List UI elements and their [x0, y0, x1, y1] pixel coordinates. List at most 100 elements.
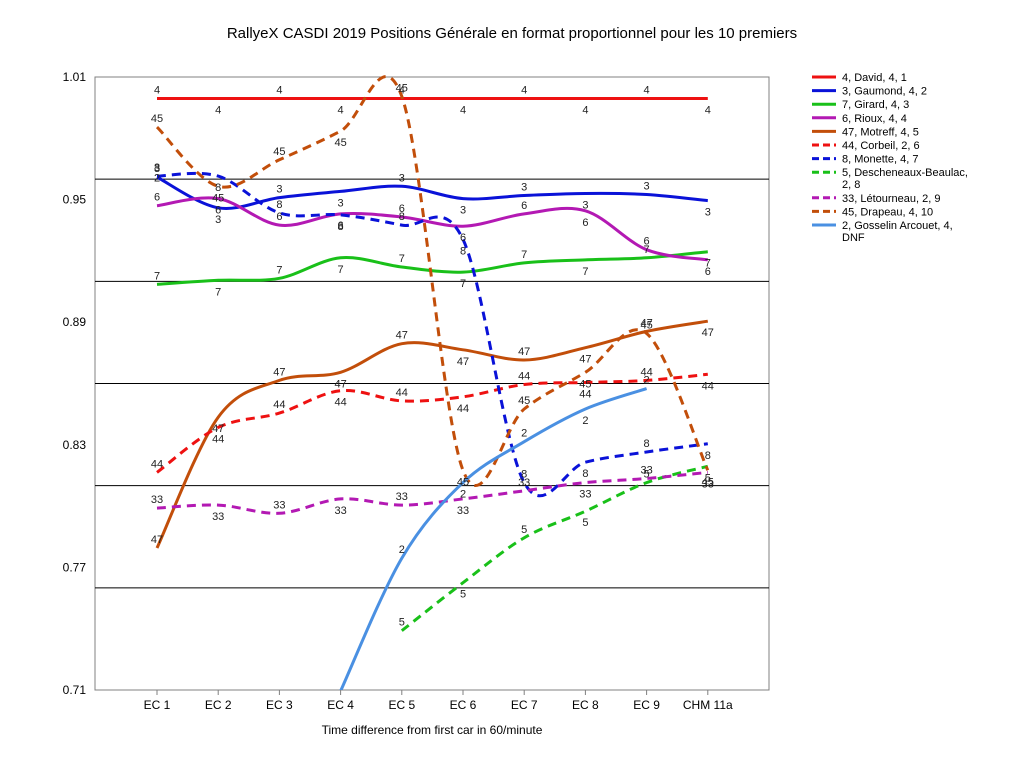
series-line [155, 75, 710, 488]
data-label: 4 [460, 104, 466, 116]
x-tick-label: EC 8 [572, 698, 599, 712]
data-label: 47 [640, 317, 652, 329]
data-label: 44 [151, 458, 163, 470]
data-label: 47 [273, 366, 285, 378]
data-label: 45 [457, 476, 469, 488]
series-line [156, 171, 708, 498]
legend-label: 45, Drapeau, 4, 10 [842, 206, 933, 218]
x-tick-label: EC 9 [633, 698, 660, 712]
data-label: 33 [334, 505, 346, 517]
y-tick-label: 1.01 [63, 70, 87, 84]
data-label: 4 [644, 84, 650, 96]
legend-label: 4, David, 4, 1 [842, 72, 907, 84]
legend-label: 47, Motreff, 4, 5 [842, 126, 919, 138]
data-label: 6 [215, 205, 221, 217]
data-label: 8 [705, 450, 711, 462]
data-label: 45 [702, 476, 714, 488]
data-label: 7 [215, 286, 221, 298]
data-label: 3 [399, 172, 405, 184]
data-label: 47 [334, 378, 346, 390]
legend-label: 3, Gaumond, 4, 2 [842, 86, 927, 98]
legend-label: 44, Corbeil, 2, 6 [842, 140, 920, 152]
data-label: 8 [399, 211, 405, 223]
series-line [156, 196, 709, 262]
data-label: 5 [644, 469, 650, 481]
data-label: 44 [457, 403, 469, 415]
data-label: 47 [396, 330, 408, 342]
data-label: 47 [702, 327, 714, 339]
data-label: 2 [399, 544, 405, 556]
legend-label: 7, Girard, 4, 3 [842, 99, 909, 111]
x-tick-label: EC 3 [266, 698, 293, 712]
data-label: 3 [154, 163, 160, 175]
data-label: 47 [151, 534, 163, 546]
y-tick-label: 0.95 [63, 193, 87, 207]
data-label: 4 [154, 84, 160, 96]
legend-label: 8, Monette, 4, 7 [842, 154, 918, 166]
y-tick-label: 0.77 [63, 560, 87, 574]
data-label: 4 [215, 104, 221, 116]
data-label: 44 [640, 366, 652, 378]
data-label: 45 [640, 319, 652, 331]
data-label: 45 [396, 82, 408, 94]
data-label: 6 [460, 232, 466, 244]
series-line [156, 470, 708, 515]
data-label: 45 [273, 146, 285, 158]
data-label: 8 [276, 199, 282, 211]
data-label: 2 [521, 428, 527, 440]
data-label: 4 [399, 84, 405, 96]
x-tick-label: EC 6 [450, 698, 477, 712]
data-label: 5 [705, 472, 711, 484]
x-tick-label: EC 4 [327, 698, 354, 712]
data-label: 5 [521, 524, 527, 536]
data-label: 33 [396, 491, 408, 503]
data-label: 33 [151, 494, 163, 506]
data-label: 2 [460, 489, 466, 501]
data-label: 5 [460, 589, 466, 601]
x-tick-label: CHM 11a [683, 698, 733, 712]
y-axis-ticks: 1.01 0.95 0.89 0.83 0.77 0.71 [63, 70, 87, 697]
data-label: 45 [151, 113, 163, 125]
data-label: 33 [212, 511, 224, 523]
data-label: 3 [276, 184, 282, 196]
data-label: 3 [521, 182, 527, 194]
data-label: 44 [579, 388, 591, 400]
data-label: 7 [399, 253, 405, 265]
data-label: 7 [644, 244, 650, 256]
data-label: 45 [579, 378, 591, 390]
series-lines [155, 75, 710, 690]
data-label: 3 [215, 214, 221, 226]
data-label: 8 [521, 469, 527, 481]
data-label: 33 [518, 477, 530, 489]
legend-label: 6, Rioux, 4, 4 [842, 113, 907, 125]
data-label: 3 [705, 207, 711, 219]
data-label: 6 [154, 192, 160, 204]
data-label: 45 [212, 192, 224, 204]
data-label: 47 [579, 354, 591, 366]
data-label: 33 [579, 489, 591, 501]
data-label: 8 [215, 182, 221, 194]
data-label: 8 [582, 468, 588, 480]
data-label: 44 [702, 380, 714, 392]
data-label: 8 [460, 245, 466, 257]
data-label: 33 [273, 499, 285, 511]
series-line [156, 250, 708, 286]
data-label: 6 [399, 203, 405, 215]
data-label: 33 [457, 505, 469, 517]
data-label: 6 [338, 220, 344, 232]
data-label: 4 [276, 84, 282, 96]
data-label: 4 [705, 104, 711, 116]
legend-label: 2, Gosselin Arcouet, 4, DNF [842, 220, 953, 244]
data-label: 8 [338, 221, 344, 233]
grid-lines [95, 178, 769, 589]
data-label: 2 [644, 375, 650, 387]
data-label: 4 [582, 104, 588, 116]
series-line [400, 464, 709, 632]
chart-title: RallyeX CASDI 2019 Positions Générale en… [227, 25, 797, 42]
data-label: 44 [334, 397, 346, 409]
series-line [339, 387, 648, 690]
data-label: 2 [154, 172, 160, 184]
y-tick-label: 0.71 [63, 683, 87, 697]
x-tick-label: EC 1 [144, 698, 171, 712]
